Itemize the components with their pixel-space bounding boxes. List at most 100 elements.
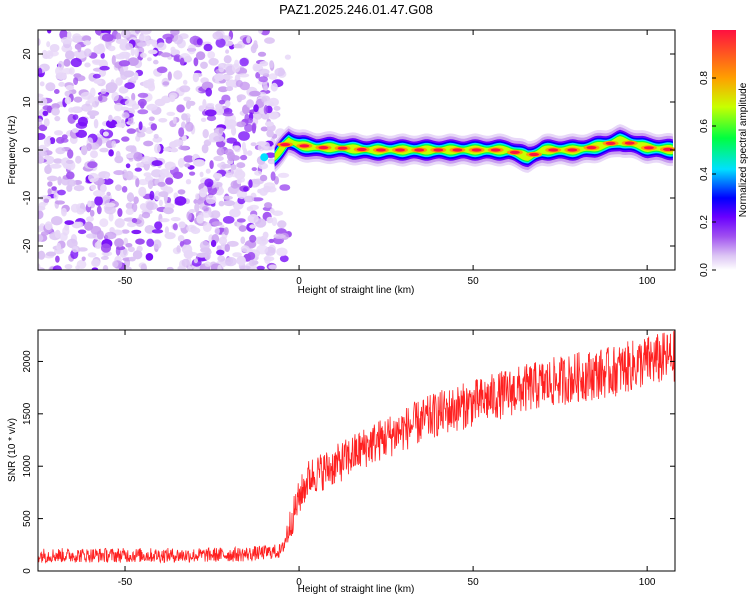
noise-blob xyxy=(38,225,44,233)
colorbar-label: Normalized spectral amplitude xyxy=(738,82,749,217)
noise-blob xyxy=(128,256,136,262)
ridge-peak xyxy=(663,147,673,151)
noise-blob xyxy=(47,30,52,34)
noise-blob xyxy=(170,217,181,222)
noise-blob xyxy=(97,43,105,51)
noise-blob xyxy=(125,202,134,210)
noise-blob xyxy=(145,253,154,261)
noise-blob xyxy=(65,159,74,164)
noise-blob xyxy=(42,110,49,117)
y-tick-label: 2000 xyxy=(22,350,33,373)
noise-blob xyxy=(130,48,135,56)
x-tick-label: 0 xyxy=(296,276,302,287)
noise-blob xyxy=(135,238,145,245)
noise-blob xyxy=(259,174,268,182)
noise-blob xyxy=(177,235,185,242)
noise-blob xyxy=(196,252,208,258)
noise-blob xyxy=(49,44,60,52)
noise-blob xyxy=(259,61,269,67)
colorbar-ticks: 0.0 0.2 0.4 0.6 0.8 xyxy=(699,71,716,277)
noise-blob xyxy=(200,117,207,123)
noise-blob xyxy=(137,109,149,115)
noise-blob xyxy=(221,164,232,169)
noise-blob xyxy=(190,227,201,235)
noise-blob xyxy=(204,109,217,117)
noise-blob xyxy=(243,195,255,203)
noise-blob xyxy=(223,55,232,64)
y-tick-label: -10 xyxy=(22,190,33,205)
noise-blob xyxy=(193,57,199,67)
spectrogram-xlabel: Height of straight line (km) xyxy=(298,285,415,296)
noise-blob xyxy=(58,81,65,87)
noise-blob xyxy=(139,203,148,211)
noise-blob xyxy=(83,40,92,46)
noise-blob xyxy=(173,54,182,62)
noise-blob xyxy=(43,198,50,203)
noise-blob xyxy=(205,194,217,205)
noise-blob xyxy=(142,79,155,89)
noise-blob xyxy=(66,184,73,192)
snr-series xyxy=(38,330,675,564)
noise-blob xyxy=(88,172,99,183)
noise-blob xyxy=(99,65,110,71)
ridge-peak xyxy=(433,148,444,152)
noise-blob xyxy=(184,163,191,168)
noise-blob xyxy=(90,150,98,159)
noise-blob xyxy=(270,171,276,181)
noise-blob xyxy=(159,218,170,223)
noise-blob xyxy=(140,263,147,270)
noise-blob xyxy=(124,266,132,270)
noise-blob xyxy=(82,35,92,42)
ridge-peak xyxy=(643,146,654,150)
noise-blob xyxy=(254,170,262,176)
x-tick-label: -50 xyxy=(118,577,133,588)
noise-blob xyxy=(51,107,60,116)
noise-blob xyxy=(105,119,118,129)
noise-blob xyxy=(264,202,273,209)
noise-blob xyxy=(222,216,235,224)
noise-blob xyxy=(75,265,80,270)
noise-blob xyxy=(107,45,116,52)
ridge-peak xyxy=(490,148,501,152)
noise-blob xyxy=(135,177,140,188)
noise-blob xyxy=(194,203,200,213)
noise-blob xyxy=(72,114,79,120)
noise-blob xyxy=(124,82,135,90)
noise-blob xyxy=(224,100,231,108)
noise-blob xyxy=(54,89,60,94)
noise-blob xyxy=(52,265,62,270)
noise-blob xyxy=(223,200,235,207)
noise-blob xyxy=(38,210,44,220)
noise-blob xyxy=(121,136,130,142)
snr-line xyxy=(38,330,675,564)
noise-blob xyxy=(86,216,94,222)
noise-blob xyxy=(201,144,209,154)
noise-blob xyxy=(202,222,212,233)
noise-blob xyxy=(86,233,97,239)
noise-blob xyxy=(138,186,147,197)
noise-blob xyxy=(203,43,213,52)
noise-blob xyxy=(258,76,269,83)
noise-blob xyxy=(258,30,263,34)
noise-blob xyxy=(226,137,237,144)
noise-blob xyxy=(253,104,259,113)
noise-blob xyxy=(225,49,230,54)
noise-blob xyxy=(273,233,286,239)
noise-blob xyxy=(173,70,183,80)
noise-blob xyxy=(279,255,289,263)
noise-blob xyxy=(111,55,116,65)
noise-blob xyxy=(113,115,122,122)
noise-blob xyxy=(38,67,43,78)
noise-blob xyxy=(120,106,129,111)
noise-blob xyxy=(38,97,48,106)
noise-blob xyxy=(236,162,246,169)
noise-blob xyxy=(256,265,265,270)
noise-blob xyxy=(148,116,155,122)
noise-blob xyxy=(114,53,127,60)
noise-blob xyxy=(213,135,225,142)
noise-blob xyxy=(115,77,123,86)
noise-blob xyxy=(121,229,130,234)
noise-blob xyxy=(222,195,233,200)
noise-blob xyxy=(153,133,159,139)
